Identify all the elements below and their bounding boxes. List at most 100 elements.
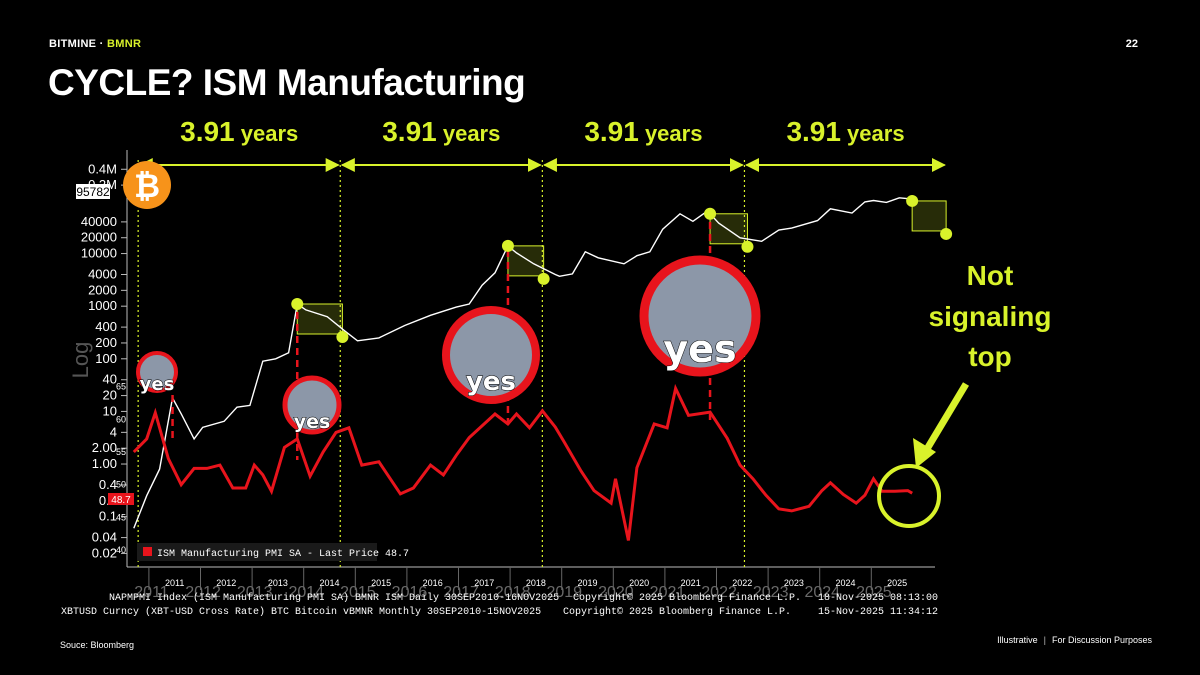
btc-y-tick-label: 0.4M [88, 161, 117, 176]
x-axis-year-label: 2017 [474, 578, 494, 588]
btc-y-tick-label: 200 [95, 335, 117, 350]
btc-y-tick-label: 4 [110, 424, 117, 439]
peak-dot [906, 194, 919, 207]
x-axis-year-label: 2012 [216, 578, 236, 588]
pmi-y-tick-label: 55 [116, 447, 126, 457]
btc-y-tick-label: 0.02 [92, 545, 117, 560]
yes-badge-2011: yes [136, 351, 178, 396]
x-axis-ghost-label: 2023 [753, 584, 789, 601]
x-axis-ghost-label: 2024 [804, 584, 840, 601]
x-axis-labels: 2011 2012 2013 2014 2015 2016 2017 2018 2019 2020… [148, 567, 907, 590]
btc-y-tick-label: 1.00 [92, 456, 117, 471]
post-peak-zone [709, 213, 748, 245]
yes-badge-2017: yes [442, 306, 540, 404]
svg-text:signaling: signaling [929, 301, 1052, 332]
pmi-y-tick-label: 45 [116, 512, 126, 522]
btc-y-tick-label: 100 [95, 351, 117, 366]
svg-text:95782: 95782 [76, 185, 110, 199]
slide-title: CYCLE? ISM Manufacturing [48, 62, 526, 103]
pmi-timestamp: 18-Nov-2025 08:13:00 [818, 593, 938, 604]
pmi-y-tick-label: 50 [116, 480, 126, 490]
btc-y-tick-label: 40000 [81, 214, 117, 229]
btc-y-tick-label: 4000 [88, 267, 117, 282]
bitcoin-logo-icon: ₿ [123, 161, 171, 209]
post-peak-zones [296, 200, 947, 335]
x-axis-year-label: 2020 [629, 578, 649, 588]
x-axis-ghost-label: 2021 [650, 584, 686, 601]
x-axis-year-label: 2025 [887, 578, 907, 588]
btc-copyright: Copyright© 2025 Bloomberg Finance L.P. [563, 606, 791, 618]
x-axis-year-label: 2023 [784, 578, 804, 588]
cycle-length-label: 3.91 years [786, 116, 904, 147]
x-axis-year-label: 2019 [577, 578, 597, 588]
btc-y-tick-label: 1000 [88, 298, 117, 313]
btc-y-tick-label: 0.1 [99, 509, 117, 524]
brand-name: BITMINE [49, 38, 97, 50]
cycle-length-label: 3.91 years [382, 116, 500, 147]
x-axis-year-label: 2016 [423, 578, 443, 588]
yes-badge-2021: yes [639, 255, 761, 377]
pmi-y-tick-label: 65 [116, 382, 126, 392]
btc-last-price-tag: 95782 [76, 184, 110, 199]
x-axis-ghost-label: 2013 [237, 584, 273, 601]
x-axis-ghost-labels: 2011 2012 2013 2014 2015 2016 2017 2018 2019 2020… [134, 584, 892, 601]
svg-text:top: top [968, 341, 1012, 372]
trough-dot [336, 331, 349, 344]
x-axis-ghost-label: 2012 [185, 584, 221, 601]
btc-y-tick-label: 10000 [81, 246, 117, 261]
x-axis-year-label: 2022 [732, 578, 752, 588]
x-axis-year-label: 2013 [268, 578, 288, 588]
x-axis-year-label: 2018 [526, 578, 546, 588]
pmi-caption: NAPMPMI Index (ISM Manufacturing PMI SA)… [109, 592, 559, 604]
brand-header: BITMINE · BMNR [49, 38, 141, 50]
x-axis-year-label: 2015 [371, 578, 391, 588]
trough-dot [940, 227, 953, 240]
cycle-boundary-lines [137, 160, 746, 567]
footer: Illustrative | For Discussion Purposes [997, 635, 1152, 645]
x-axis-ghost-label: 2015 [340, 584, 376, 601]
btc-y-tick-label: 2000 [88, 282, 117, 297]
trough-dot [537, 272, 550, 285]
btc-y-tick-label: 0.04 [92, 530, 117, 545]
pmi-copyright: Copyright© 2025 Bloomberg Finance L.P. [573, 592, 801, 604]
btc-caption: XBTUSD Curncy (XBT-USD Cross Rate) BTC B… [61, 606, 541, 618]
btc-y-tick-label: 10 [103, 403, 117, 418]
pmi-legend: ISM Manufacturing PMI SA - Last Price 48… [137, 543, 409, 561]
btc-y-tick-label: 400 [95, 319, 117, 334]
svg-text:ISM Manufacturing PMI SA - Las: ISM Manufacturing PMI SA - Last Price 48… [157, 548, 409, 560]
pmi-last-price-tag: 48.7 [108, 493, 134, 506]
trough-dot [741, 240, 754, 253]
x-axis-ghost-label: 2019 [546, 584, 582, 601]
svg-text:Not: Not [967, 260, 1014, 291]
btc-y-tick-label: 40 [103, 372, 117, 387]
log-axis-label: Log [68, 342, 93, 379]
pmi-y-tick-label: 60 [116, 414, 126, 424]
peak-dashed-lines [171, 210, 712, 460]
svg-text:yes: yes [663, 327, 736, 371]
btc-y-tick-label: 20 [103, 388, 117, 403]
pmi-line [132, 383, 913, 541]
post-peak-zone [911, 200, 947, 232]
svg-text:48.7: 48.7 [111, 495, 131, 506]
peak-dot [704, 207, 717, 220]
peak-dots [291, 194, 953, 344]
current-reading-circle [877, 464, 941, 528]
btc-timestamp: 15-Nov-2025 11:34:12 [818, 607, 938, 618]
svg-text:₿: ₿ [134, 167, 160, 205]
footer-illustrative: Illustrative [997, 635, 1038, 645]
not-signaling-annotation: Not signaling top [877, 260, 1052, 528]
source-note: Souce: Bloomberg [60, 640, 135, 650]
btc-y-tick-label: 2.00 [92, 440, 117, 455]
footer-separator: | [1043, 635, 1046, 645]
cycle-length-label: 3.91 years [180, 116, 298, 147]
btc-y-ticks: 0.4M0.2M40000200001000040002000100040020… [81, 161, 127, 560]
pmi-y-ticks: 65 60 55 50 45 40 [116, 382, 126, 556]
yes-badge-2013: yes [282, 375, 342, 435]
x-axis-year-label: 2011 [165, 578, 184, 588]
x-axis-ghost-label: 2025 [856, 584, 892, 601]
cycle-length-label: 3.91 years [584, 116, 702, 147]
brand-separator: · [96, 38, 108, 50]
btc-y-tick-label: 20000 [81, 230, 117, 245]
btc-price-line [133, 197, 917, 529]
